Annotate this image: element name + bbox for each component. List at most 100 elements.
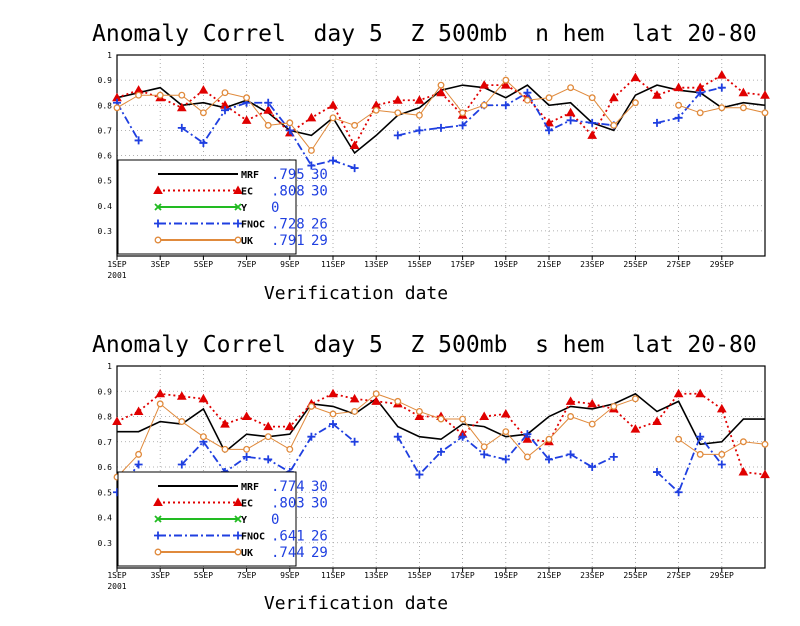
data-point-fnoc [523,430,532,439]
legend-stat-y: 0 [271,512,279,528]
data-point-uk [286,119,294,127]
data-point-uk [718,104,726,112]
data-point-fnoc [415,126,424,135]
x-tick-label: 23SEP [580,260,604,269]
data-point-fnoc [393,131,402,140]
data-point-fnoc [307,432,316,441]
legend-marker-uk [154,236,162,244]
legend-marker-ec [233,185,243,194]
data-point-uk [567,413,575,420]
legend-stat-fnoc: .641 [271,529,305,545]
data-point-ec [673,388,684,398]
x-tick-label: 5SEP [194,260,213,269]
series-uk [113,76,769,154]
data-point-uk [243,94,251,102]
data-point-fnoc [350,437,359,446]
data-point-fnoc [545,126,553,135]
legend-stat-uk: .744 [271,545,305,561]
legend-label-uk: UK [241,236,253,247]
data-point-ec [263,105,274,114]
y-tick-label: 0.8 [98,413,113,422]
data-point-uk [372,390,380,398]
data-point-uk [286,445,294,453]
legend-label-uk: UK [241,548,253,559]
data-point-uk [523,453,531,461]
legend-marker-fnoc [234,219,242,228]
data-point-uk [221,89,229,97]
series-ec [112,388,770,479]
data-point-ec [565,107,576,117]
data-point-fnoc [242,452,251,461]
legend-stat-ec: .808 [271,184,305,200]
data-point-ec [695,388,706,398]
x-tick-label: 29SEP [710,571,734,580]
data-point-uk [351,408,359,415]
data-point-fnoc [653,468,661,477]
data-point-fnoc [134,460,143,469]
data-point-fnoc [588,118,597,127]
data-point-uk [264,121,272,129]
legend-label-mrf: MRF [241,170,259,181]
data-point-ec [652,90,662,99]
data-point-ec [479,80,490,89]
legend-stat-y: 0 [271,200,279,216]
y-tick-label: 1 [107,51,112,60]
data-point-fnoc [437,123,445,132]
data-point-uk [631,99,639,107]
data-point-uk [631,395,639,403]
data-point-fnoc [609,452,618,461]
legend-count-mrf: 30 [311,167,328,183]
data-point-uk [567,84,575,92]
legend-marker-fnoc [234,531,242,540]
legend-marker-fnoc [154,219,162,228]
data-point-ec [263,421,274,431]
data-point-fnoc [134,136,143,145]
data-point-uk [199,109,207,117]
data-point-uk [739,438,747,446]
x-tick-label: 7SEP [237,571,256,580]
legend-marker-ec [153,185,163,194]
legend-label-fnoc: FNOC [241,532,265,543]
x-tick-label: 5SEP [194,571,213,580]
data-point-ec [392,95,403,104]
data-point-ec [544,117,554,127]
data-point-ec [176,391,187,400]
legend-marker-ec [233,497,243,506]
y-tick-label: 0.9 [98,387,113,396]
chart-2-title: Anomaly Correl day 5 Z 500mb s hem lat 2… [92,332,757,358]
data-point-fnoc [653,118,661,127]
x-tick-label: 17SEP [451,571,475,580]
legend-label-ec: EC [241,499,253,510]
data-point-uk [739,104,747,112]
data-point-ec [760,469,770,479]
y-tick-label: 0.6 [98,152,113,161]
data-point-fnoc [545,455,553,464]
x-tick-label: 11SEP [321,571,345,580]
legend: MRF .774 30 EC .803 30 Y 0 FNOC .641 26 UK .744 29 [117,471,328,567]
x-tick-label: 21SEP [537,571,561,580]
data-point-ec [349,140,360,149]
data-point-uk [415,111,423,119]
data-point-uk [459,109,467,117]
series-line-fnoc [116,102,140,141]
data-point-ec [673,82,684,92]
x-tick-label: 29SEP [710,260,734,269]
data-point-uk [696,450,704,458]
data-point-uk [437,81,445,89]
data-point-uk [502,76,510,84]
data-point-uk [156,400,164,408]
x-tick-label: 11SEP [321,260,345,269]
data-point-uk [178,91,186,99]
plot-frame [116,54,766,257]
legend-stat-mrf: .774 [271,479,305,495]
data-point-fnoc [415,470,424,479]
data-point-uk [199,433,207,441]
data-point-fnoc [588,463,597,471]
data-point-uk [437,415,445,423]
legend: MRF .795 30 EC .808 30 Y 0 FNOC .728 26 UK .791 29 [117,159,328,255]
legend-count-uk: 29 [311,545,328,561]
y-tick-label: 0.3 [98,227,113,236]
x-tick-label: 25SEP [623,571,647,580]
